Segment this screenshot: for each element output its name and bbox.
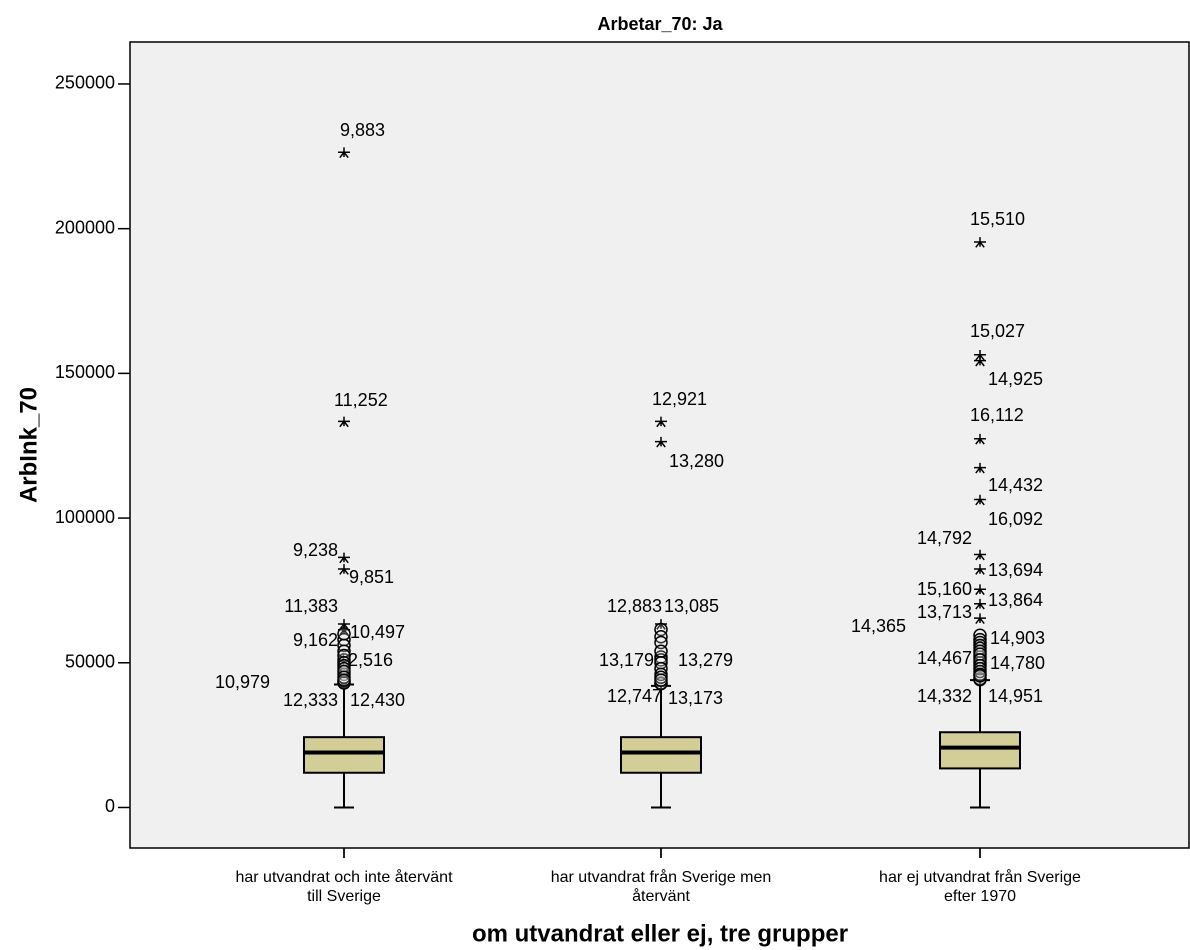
outlier-label: 14,365: [851, 616, 906, 636]
outlier-label: 12,430: [350, 690, 405, 710]
y-axis-label: ArbInk_70: [15, 387, 42, 503]
outlier-marker: [654, 622, 668, 637]
extreme-marker: [974, 237, 986, 248]
y-tick-label: 0: [105, 796, 115, 816]
outlier-label: 12,516: [338, 650, 393, 670]
extreme-marker: [338, 416, 350, 428]
y-tick-label: 150000: [55, 362, 115, 382]
outlier-label: 14,951: [988, 686, 1043, 706]
outlier-label: 14,467: [917, 648, 972, 668]
outlier-label: 12,921: [652, 389, 707, 409]
x-tick-label: efter 1970: [944, 888, 1016, 905]
outlier-label: 9,851: [349, 567, 394, 587]
y-tick-label: 100000: [55, 507, 115, 527]
outlier-label: 9,883: [340, 120, 385, 140]
outlier-marker: [654, 673, 668, 687]
y-tick-label: 200000: [55, 217, 115, 237]
extreme-marker: [974, 355, 986, 367]
outlier-marker: [337, 648, 351, 663]
outlier-label: 9,162: [293, 630, 338, 650]
outlier-label: 11,383: [284, 596, 338, 616]
extreme-marker: [655, 436, 667, 448]
outlier-label: 14,925: [988, 369, 1043, 389]
outlier-label: 13,864: [988, 590, 1043, 610]
outlier-marker: [654, 644, 668, 658]
x-tick-label: har ej utvandrat från Sverige: [879, 868, 1081, 886]
outlier-label: 12,883: [607, 596, 662, 616]
outlier-marker: [337, 673, 351, 687]
outlier-label: 13,694: [988, 560, 1043, 580]
outlier-label: 10,497: [350, 622, 405, 642]
outlier-marker: [973, 628, 987, 643]
outlier-marker: [337, 627, 351, 641]
x-axis-label: om utvandrat eller ej, tre grupper: [472, 920, 848, 947]
outlier-label: 10,979: [215, 672, 270, 692]
y-tick-label: 250000: [55, 73, 115, 93]
outlier-label: 13,279: [678, 650, 733, 670]
outlier-label: 14,780: [990, 653, 1045, 673]
outlier-label: 14,332: [917, 686, 972, 706]
outlier-label: 14,903: [990, 628, 1045, 648]
outlier-label: 12,747: [607, 686, 662, 706]
plot-area: [129, 41, 1190, 849]
outlier-label: 11,252: [334, 390, 388, 410]
outlier-label: 15,160: [917, 579, 972, 599]
x-tick-label: till Sverige: [307, 888, 381, 905]
outlier-label: 16,092: [988, 509, 1043, 529]
chart-title: Arbetar_70: Ja: [597, 14, 723, 34]
outlier-label: 15,510: [970, 209, 1025, 229]
box: [620, 736, 702, 774]
outlier-label: 9,238: [293, 540, 338, 560]
outlier-label: 13,713: [917, 602, 972, 622]
outlier-label: 15,027: [970, 321, 1025, 341]
outlier-label: 13,085: [664, 596, 719, 616]
box: [939, 731, 1021, 770]
outlier-label: 13,280: [669, 451, 724, 471]
outlier-label: 14,432: [988, 475, 1043, 495]
extreme-marker: [338, 552, 350, 564]
box: [303, 736, 385, 774]
extreme-marker: [974, 494, 986, 506]
y-tick-label: 50000: [65, 652, 115, 672]
extreme-marker: [338, 147, 350, 159]
x-tick-label: har utvandrat från Sverige men: [551, 868, 772, 886]
outlier-label: 14,792: [917, 528, 972, 548]
extreme-marker: [974, 584, 986, 596]
outlier-label: 16,112: [970, 405, 1024, 425]
extreme-marker: [974, 564, 986, 575]
extreme-marker: [974, 613, 986, 625]
extreme-marker: [338, 564, 350, 575]
x-tick-label: återvänt: [632, 887, 690, 905]
extreme-marker: [655, 416, 667, 428]
extreme-marker: [974, 462, 986, 474]
x-tick-label: har utvandrat och inte återvänt: [235, 868, 453, 886]
outlier-label: 12,333: [283, 690, 338, 710]
extreme-marker: [974, 598, 986, 610]
outlier-marker: [973, 669, 987, 683]
outlier-label: 13,173: [668, 688, 723, 708]
outlier-label: 13,179: [599, 650, 654, 670]
extreme-marker: [974, 433, 986, 445]
extreme-marker: [974, 549, 986, 561]
